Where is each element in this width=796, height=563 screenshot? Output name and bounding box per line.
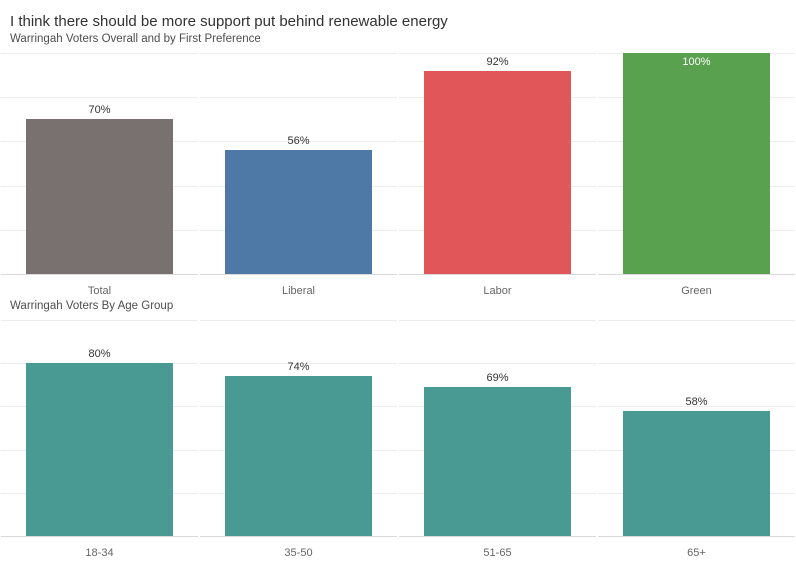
panel-35-50: 74%: [199, 320, 398, 537]
chart-title: I think there should be more support put…: [10, 13, 448, 30]
x-axis-label: 51-65: [483, 547, 512, 559]
bar-total[interactable]: [26, 119, 173, 274]
gridline: [1, 53, 198, 54]
panel-51-65: 69%: [398, 320, 597, 537]
x-axis-line: [200, 536, 397, 537]
bar-liberal[interactable]: [225, 150, 372, 274]
x-axis-line: [399, 536, 596, 537]
chart-subtitle: Warringah Voters Overall and by First Pr…: [10, 33, 261, 45]
gridline: [399, 53, 596, 54]
bar-18-34[interactable]: [26, 363, 173, 536]
gridline: [598, 406, 795, 407]
bar-labor[interactable]: [424, 71, 571, 274]
x-axis-label: Labor: [483, 285, 512, 297]
panel-liberal: 56%: [199, 53, 398, 275]
bar-value-label: 100%: [682, 56, 711, 68]
bar-value-label: 74%: [287, 361, 310, 373]
bar-value-label: 70%: [88, 104, 111, 116]
x-axis-line: [399, 274, 596, 275]
gridline: [598, 320, 795, 321]
age-group-chart-title: Warringah Voters By Age Group: [10, 300, 174, 312]
bar-65plus[interactable]: [623, 411, 770, 536]
x-axis-line: [1, 536, 198, 537]
gridline: [598, 363, 795, 364]
gridline: [200, 363, 397, 364]
gridline: [200, 141, 397, 142]
x-axis-label: 35-50: [284, 547, 313, 559]
bar-value-label: 56%: [287, 135, 310, 147]
gridline: [1, 97, 198, 98]
bar-51-65[interactable]: [424, 387, 571, 536]
x-axis-label: Liberal: [281, 285, 316, 297]
bar-35-50[interactable]: [225, 376, 372, 536]
gridline: [399, 320, 596, 321]
gridline: [1, 320, 198, 321]
bar-value-label: 69%: [486, 372, 509, 384]
x-axis-line: [1, 274, 198, 275]
bar-green[interactable]: [623, 53, 770, 274]
gridline: [399, 363, 596, 364]
x-axis-label: Green: [681, 285, 712, 297]
bar-value-label: 92%: [486, 56, 509, 68]
x-axis-line: [598, 274, 795, 275]
x-axis-label: 65+: [687, 547, 706, 559]
x-axis-label: 18-34: [85, 547, 114, 559]
gridline: [200, 320, 397, 321]
x-axis-label: Total: [87, 285, 112, 297]
panel-labor: 92%: [398, 53, 597, 275]
gridline: [200, 97, 397, 98]
panel-65plus: 58%: [597, 320, 796, 537]
bar-value-label: 80%: [88, 348, 111, 360]
panel-total: 70%: [0, 53, 199, 275]
panel-green: 100%: [597, 53, 796, 275]
x-axis-line: [598, 536, 795, 537]
x-axis-line: [200, 274, 397, 275]
gridline: [200, 53, 397, 54]
bar-value-label: 58%: [685, 396, 708, 408]
preference-bar-chart: 70% Total 56% Liberal 92% Labor 100% Green: [0, 53, 796, 297]
panel-18-34: 80%: [0, 320, 199, 537]
age-group-bar-chart: 80% 18-34 74% 35-50 69% 51-65 58% 65+: [0, 320, 796, 559]
